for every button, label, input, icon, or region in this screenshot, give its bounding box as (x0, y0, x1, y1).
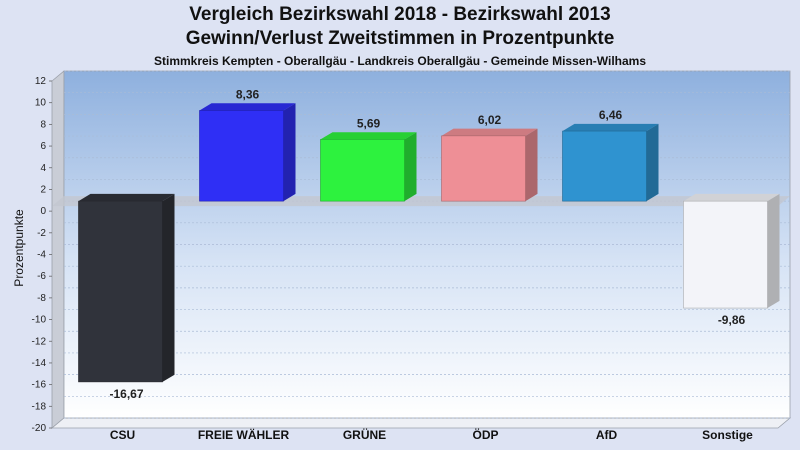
x-tick-label: Sonstige (702, 428, 753, 442)
bar-side (283, 103, 296, 202)
bar-side (404, 132, 417, 202)
bar (199, 110, 284, 202)
y-tick-label: -6 (37, 271, 46, 282)
bar-side (162, 193, 175, 382)
data-label: 6,02 (478, 113, 502, 127)
bar (683, 200, 768, 309)
bar-top (320, 132, 417, 140)
bar-top (441, 128, 538, 136)
bar-side (767, 193, 780, 309)
bar-side (646, 123, 659, 202)
data-label: -16,67 (109, 387, 143, 401)
data-label: 8,36 (236, 87, 260, 101)
data-label: 5,69 (357, 116, 381, 130)
y-axis-label: Prozentpunkte (12, 209, 26, 287)
bar (320, 139, 405, 202)
y-tick-label: 4 (40, 163, 46, 174)
chart-subtitle: Gewinn/Verlust Zweitstimmen in Prozentpu… (185, 28, 615, 49)
data-label: -9,86 (718, 313, 746, 327)
y-tick-label: -14 (32, 358, 47, 369)
data-label: 6,46 (599, 108, 623, 122)
bar-top (78, 193, 175, 202)
y-tick-label: -2 (37, 228, 46, 239)
chart-region-subtitle: Stimmkreis Kempten - Oberallgäu - Landkr… (153, 54, 647, 68)
y-tick-label: 8 (40, 119, 46, 130)
bar-top (683, 193, 780, 202)
y-tick-label: -12 (32, 336, 47, 347)
bar (562, 130, 647, 202)
bar (78, 200, 163, 383)
x-tick-label: ÖDP (472, 427, 498, 442)
y-tick-label: -4 (37, 250, 46, 261)
bar-top (562, 123, 659, 132)
x-tick-label: CSU (110, 428, 135, 442)
x-tick-label: AfD (596, 428, 618, 442)
y-tick-label: -8 (37, 293, 46, 304)
y-tick-label: 0 (40, 206, 46, 217)
bar-side (525, 128, 538, 202)
y-tick-label: -18 (32, 401, 47, 412)
bar-top (199, 103, 296, 111)
y-tick-label: 10 (35, 98, 47, 109)
chart-title: Vergleich Bezirkswahl 2018 - Bezirkswahl… (189, 4, 611, 25)
y-tick-label: 2 (40, 184, 46, 195)
plot-side-wall (51, 70, 65, 429)
y-tick-label: 6 (40, 141, 46, 152)
x-tick-label: FREIE WÄHLER (198, 427, 290, 442)
plot-floor (50, 417, 792, 429)
bar (441, 135, 526, 202)
y-tick-label: -16 (32, 380, 47, 391)
y-tick-label: -20 (32, 423, 47, 434)
y-tick-label: 12 (35, 76, 47, 87)
y-tick-label: -10 (32, 315, 47, 326)
x-tick-label: GRÜNE (343, 427, 386, 442)
